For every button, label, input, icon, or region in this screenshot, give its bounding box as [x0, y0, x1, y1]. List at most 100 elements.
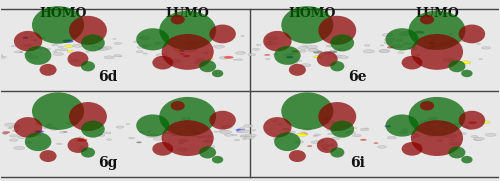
Ellipse shape — [436, 44, 446, 47]
Ellipse shape — [62, 40, 74, 43]
Ellipse shape — [428, 117, 438, 120]
Ellipse shape — [104, 132, 111, 134]
Ellipse shape — [286, 131, 296, 134]
Ellipse shape — [330, 61, 344, 71]
Ellipse shape — [256, 44, 261, 45]
Ellipse shape — [313, 51, 322, 53]
Ellipse shape — [64, 45, 73, 47]
Ellipse shape — [317, 51, 338, 67]
Ellipse shape — [412, 133, 418, 135]
Ellipse shape — [185, 49, 196, 52]
Ellipse shape — [273, 138, 278, 140]
Ellipse shape — [38, 37, 45, 39]
Ellipse shape — [363, 50, 374, 53]
Ellipse shape — [300, 132, 306, 134]
Ellipse shape — [72, 44, 83, 47]
Ellipse shape — [10, 127, 13, 128]
Ellipse shape — [400, 131, 408, 134]
Ellipse shape — [321, 145, 330, 147]
Ellipse shape — [14, 146, 25, 150]
Ellipse shape — [188, 48, 197, 50]
Ellipse shape — [418, 145, 422, 146]
Ellipse shape — [79, 148, 88, 151]
Ellipse shape — [450, 142, 460, 145]
Ellipse shape — [162, 120, 214, 156]
Ellipse shape — [263, 31, 292, 51]
Ellipse shape — [236, 52, 246, 54]
Ellipse shape — [156, 134, 164, 136]
Ellipse shape — [12, 125, 20, 128]
Ellipse shape — [364, 128, 368, 129]
Ellipse shape — [114, 42, 121, 45]
Ellipse shape — [460, 40, 465, 42]
Ellipse shape — [240, 128, 245, 129]
Ellipse shape — [180, 53, 184, 55]
Ellipse shape — [471, 135, 478, 137]
Ellipse shape — [36, 124, 40, 125]
Ellipse shape — [326, 128, 338, 131]
Ellipse shape — [224, 56, 234, 59]
Ellipse shape — [468, 129, 471, 130]
Ellipse shape — [328, 51, 337, 53]
Ellipse shape — [220, 56, 229, 59]
Ellipse shape — [458, 25, 485, 43]
Ellipse shape — [374, 142, 378, 144]
Ellipse shape — [0, 55, 3, 56]
Ellipse shape — [23, 44, 32, 47]
Ellipse shape — [379, 50, 390, 53]
Ellipse shape — [384, 41, 392, 44]
Ellipse shape — [384, 125, 391, 127]
Ellipse shape — [454, 123, 462, 125]
Ellipse shape — [299, 50, 306, 52]
Ellipse shape — [210, 25, 236, 43]
Ellipse shape — [387, 47, 394, 48]
Ellipse shape — [238, 130, 250, 133]
Ellipse shape — [246, 134, 256, 137]
Ellipse shape — [218, 130, 228, 133]
Ellipse shape — [448, 60, 466, 72]
Ellipse shape — [461, 156, 472, 163]
Ellipse shape — [60, 131, 65, 133]
Ellipse shape — [53, 52, 64, 56]
Ellipse shape — [160, 11, 216, 50]
Ellipse shape — [263, 117, 292, 138]
Ellipse shape — [0, 52, 1, 53]
Ellipse shape — [146, 134, 158, 138]
Ellipse shape — [222, 126, 232, 129]
Ellipse shape — [408, 97, 466, 136]
Ellipse shape — [198, 136, 203, 138]
Ellipse shape — [283, 128, 289, 130]
Ellipse shape — [172, 134, 176, 135]
Ellipse shape — [240, 135, 247, 137]
Ellipse shape — [171, 132, 182, 136]
Ellipse shape — [170, 38, 176, 40]
Ellipse shape — [290, 62, 298, 64]
Ellipse shape — [136, 28, 170, 50]
Ellipse shape — [136, 114, 170, 137]
Ellipse shape — [353, 128, 357, 129]
Ellipse shape — [427, 135, 434, 137]
Ellipse shape — [210, 111, 236, 130]
Ellipse shape — [212, 156, 224, 163]
Ellipse shape — [458, 111, 485, 130]
Ellipse shape — [67, 50, 73, 52]
Ellipse shape — [317, 138, 338, 153]
Ellipse shape — [244, 125, 252, 127]
Ellipse shape — [196, 134, 200, 135]
Ellipse shape — [184, 126, 194, 129]
Ellipse shape — [35, 130, 44, 133]
Ellipse shape — [461, 70, 472, 77]
Ellipse shape — [234, 139, 240, 141]
Ellipse shape — [20, 52, 23, 53]
Ellipse shape — [98, 134, 105, 136]
Ellipse shape — [176, 148, 188, 151]
Ellipse shape — [140, 37, 150, 40]
Ellipse shape — [38, 48, 43, 49]
Ellipse shape — [396, 39, 402, 41]
Ellipse shape — [98, 47, 108, 50]
Ellipse shape — [392, 45, 403, 48]
Ellipse shape — [58, 46, 64, 48]
Ellipse shape — [12, 130, 18, 132]
Ellipse shape — [420, 15, 434, 24]
Ellipse shape — [300, 133, 308, 135]
